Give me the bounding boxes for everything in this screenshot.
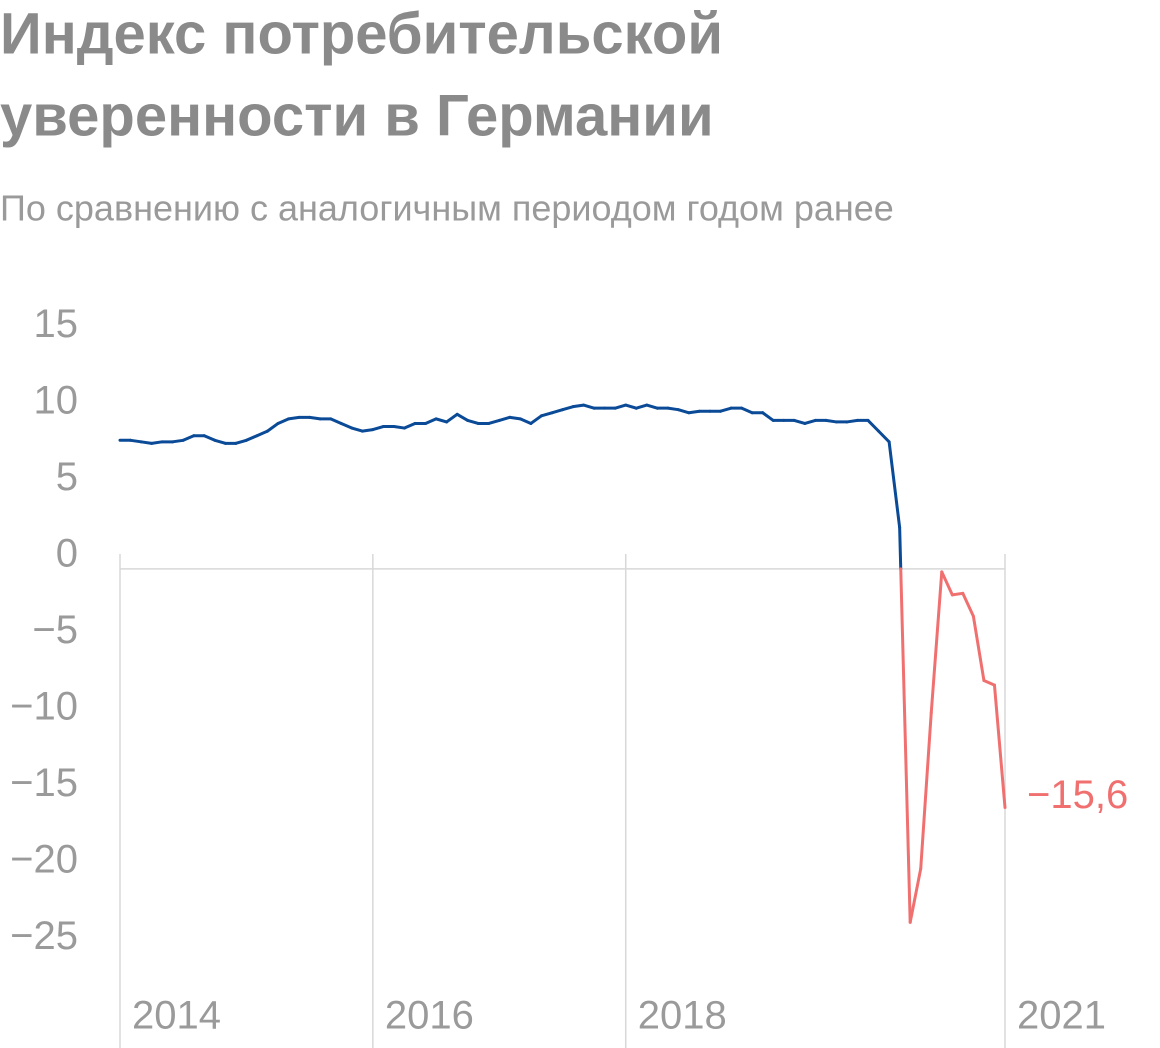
line-segment xyxy=(561,405,575,412)
line-segment xyxy=(898,526,903,571)
line-segment xyxy=(171,438,185,444)
chart-subtitle: По сравнению с аналогичным периодом годо… xyxy=(0,188,894,229)
line-segment xyxy=(518,417,533,425)
line-segment xyxy=(466,418,480,425)
line-segment xyxy=(539,411,554,418)
line-segment xyxy=(761,411,775,422)
line-segment xyxy=(234,438,248,445)
line-segment xyxy=(803,418,817,425)
y-tick-label: 0 xyxy=(56,531,78,575)
line-segment xyxy=(582,403,596,410)
line-segment xyxy=(624,403,638,410)
line-segment xyxy=(255,429,269,438)
line-segment xyxy=(634,403,649,410)
line-segment xyxy=(129,438,143,444)
x-tick-label: 2021 xyxy=(1017,994,1106,1038)
line-segment xyxy=(919,711,933,871)
line-segment xyxy=(929,570,944,715)
line-segment xyxy=(550,408,564,415)
chart-title: уверенности в Германии xyxy=(0,83,714,148)
y-tick-label: 5 xyxy=(56,455,78,499)
line-segment xyxy=(571,403,586,409)
line-segment xyxy=(150,440,164,445)
value-label: −15,6 xyxy=(1027,773,1128,817)
line-segment xyxy=(139,440,154,445)
line-segment xyxy=(824,418,838,424)
y-tick-label: −25 xyxy=(10,914,78,958)
y-tick-label: −20 xyxy=(10,837,78,881)
line-segment xyxy=(308,415,322,421)
line-segment xyxy=(940,570,954,597)
line-segment xyxy=(455,412,470,422)
line-segment xyxy=(676,408,691,415)
y-tick-label: −10 xyxy=(10,684,78,728)
line-segment xyxy=(971,614,986,683)
line-segment xyxy=(392,425,406,430)
line-segment xyxy=(899,567,912,924)
line-segment xyxy=(329,417,343,425)
line-segment xyxy=(402,421,417,430)
line-segment xyxy=(740,406,754,415)
line-segment xyxy=(719,406,733,413)
line-segment xyxy=(666,406,680,412)
line-segment xyxy=(287,415,301,421)
line-segment xyxy=(434,417,449,424)
line-segment xyxy=(244,434,259,442)
y-tick-label: −15 xyxy=(10,761,78,805)
line-segment xyxy=(508,415,522,421)
line-segment xyxy=(339,421,354,430)
line-segment xyxy=(961,591,975,618)
line-segment xyxy=(371,425,385,432)
line-segment xyxy=(887,440,902,530)
line-segment xyxy=(266,421,280,433)
line-segment xyxy=(792,418,807,425)
line-segment xyxy=(360,428,375,433)
line-segment xyxy=(213,438,227,445)
line-segment xyxy=(877,429,891,444)
line-segment xyxy=(992,683,1007,810)
chart-title: Индекс потребительской xyxy=(0,1,723,66)
line-segment xyxy=(487,418,501,425)
y-tick-label: −5 xyxy=(32,608,78,652)
x-tick-label: 2016 xyxy=(385,994,474,1038)
line-segment xyxy=(497,415,512,422)
line-segment xyxy=(613,403,628,410)
x-tick-label: 2014 xyxy=(132,994,221,1038)
line-segment xyxy=(424,417,438,425)
line-segment xyxy=(202,434,217,442)
y-tick-label: 15 xyxy=(34,302,79,346)
x-tick-label: 2018 xyxy=(638,994,727,1038)
y-tick-label: 10 xyxy=(34,378,79,422)
line-segment xyxy=(950,591,965,597)
line-segment xyxy=(866,418,881,433)
line-segment xyxy=(982,679,996,687)
line-segment xyxy=(645,403,659,410)
line-segment xyxy=(529,414,543,425)
line-segment xyxy=(687,409,701,415)
line-segment xyxy=(908,867,923,924)
line-segment xyxy=(845,418,859,424)
line-segment xyxy=(445,412,459,424)
line-segment xyxy=(350,426,364,433)
line-segment xyxy=(276,417,291,425)
line-segment xyxy=(181,434,196,442)
